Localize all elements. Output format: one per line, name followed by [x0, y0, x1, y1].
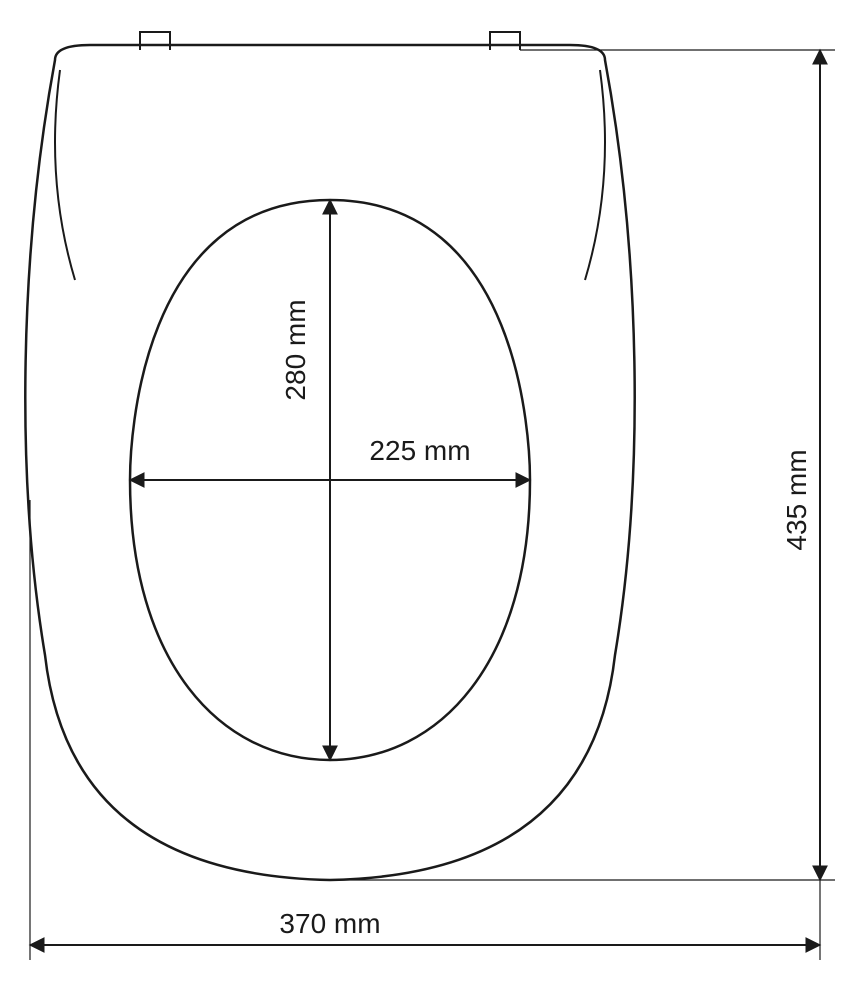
- lid-left-curve: [55, 70, 75, 280]
- label-inner-width: 225 mm: [369, 435, 470, 466]
- label-inner-height: 280 mm: [280, 299, 311, 400]
- label-overall-width: 370 mm: [279, 908, 380, 939]
- technical-drawing: 370 mm 435 mm 225 mm 280 mm: [0, 0, 845, 1000]
- label-overall-height: 435 mm: [781, 449, 812, 550]
- hinge-right: [490, 32, 520, 50]
- extension-lines: [30, 50, 835, 960]
- hinge-left: [140, 32, 170, 50]
- lid-right-curve: [585, 70, 605, 280]
- dimension-lines: 370 mm 435 mm 225 mm 280 mm: [30, 50, 820, 945]
